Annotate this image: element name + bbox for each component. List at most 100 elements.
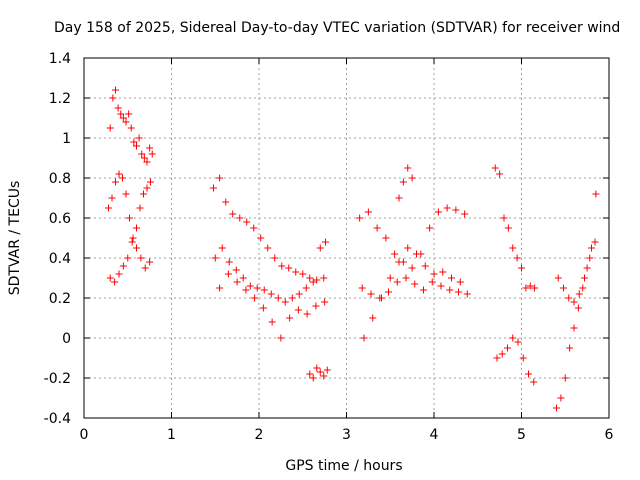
- data-point-11-0: [491, 164, 499, 172]
- data-point-4-16: [322, 238, 329, 246]
- data-point-12-6: [525, 370, 532, 378]
- data-point-8-12: [463, 290, 471, 298]
- data-point-5-2: [233, 278, 241, 286]
- x-tick-label: 2: [255, 427, 264, 443]
- data-point-9-11: [456, 278, 464, 286]
- data-point-2-3: [119, 262, 127, 270]
- data-point-9-3: [386, 274, 394, 282]
- data-point-8-7: [420, 286, 427, 294]
- data-point-14-1: [560, 284, 567, 292]
- data-point-3-0: [210, 184, 217, 192]
- data-point-0-0: [106, 124, 114, 132]
- data-point-13-9: [592, 190, 600, 198]
- data-point-6-5: [323, 366, 331, 374]
- data-point-2-7: [137, 254, 145, 262]
- data-point-0-2: [112, 86, 119, 94]
- data-point-11-8: [526, 282, 534, 290]
- data-point-14-6: [586, 254, 594, 262]
- data-point-8-10: [446, 286, 454, 294]
- data-point-4-13: [302, 284, 310, 292]
- x-axis-label: GPS time / hours: [285, 458, 402, 474]
- y-tick-label: 1.2: [49, 91, 71, 107]
- chart-title: Day 158 of 2025, Sidereal Day-to-day VTE…: [54, 20, 620, 36]
- data-point-11-7: [522, 284, 530, 292]
- data-point-1-1: [108, 194, 116, 202]
- data-point-9-4: [395, 258, 403, 266]
- data-point-8-9: [437, 282, 445, 290]
- data-point-0-12: [138, 150, 146, 158]
- data-point-9-2: [378, 294, 385, 302]
- data-point-2-2: [115, 270, 123, 278]
- data-point-3-4: [236, 214, 244, 222]
- data-point-1-4: [119, 174, 126, 182]
- data-point-3-8: [264, 244, 272, 252]
- data-point-0-4: [117, 110, 125, 118]
- data-point-8-5: [402, 274, 410, 282]
- data-point-8-8: [428, 278, 436, 286]
- data-point-10-1: [399, 178, 407, 186]
- data-point-0-1: [109, 94, 117, 102]
- data-point-11-3: [504, 224, 512, 232]
- data-point-12-7: [530, 378, 538, 386]
- data-point-3-6: [250, 224, 258, 232]
- data-point-5-7: [277, 334, 285, 342]
- data-point-4-5: [246, 282, 254, 290]
- data-point-3-14: [306, 274, 314, 282]
- data-point-1-9: [136, 204, 144, 212]
- gridlines: [84, 58, 609, 418]
- data-point-0-15: [146, 144, 154, 152]
- data-point-13-8: [588, 244, 595, 252]
- data-point-4-9: [274, 294, 282, 302]
- data-point-3-16: [320, 274, 328, 282]
- data-point-14-4: [575, 290, 583, 298]
- data-point-12-2: [504, 344, 511, 352]
- data-point-9-5: [404, 244, 412, 252]
- data-point-1-10: [140, 190, 147, 198]
- data-point-6-2: [313, 364, 321, 372]
- data-point-11-5: [513, 254, 521, 262]
- x-tick-label: 6: [605, 427, 614, 443]
- data-point-5-3: [242, 286, 250, 294]
- data-point-8-11: [455, 288, 462, 296]
- data-point-12-1: [498, 350, 506, 358]
- data-point-12-5: [519, 354, 527, 362]
- data-point-2-6: [133, 244, 140, 252]
- data-point-6-0: [306, 370, 314, 378]
- y-tick-label: 0.4: [49, 251, 71, 267]
- data-point-2-1: [111, 278, 119, 286]
- data-point-2-8: [141, 264, 149, 272]
- data-point-7-10: [443, 204, 451, 212]
- x-tick-label: 0: [80, 427, 89, 443]
- data-point-6-4: [320, 372, 328, 380]
- data-point-4-7: [260, 286, 268, 294]
- data-point-3-7: [257, 234, 265, 242]
- data-point-0-8: [127, 124, 135, 132]
- data-point-9-1: [369, 314, 377, 322]
- data-point-9-6: [413, 250, 420, 258]
- data-point-6-1: [309, 374, 317, 382]
- data-point-5-4: [251, 294, 259, 302]
- data-point-10-3: [408, 174, 416, 182]
- y-tick-label: 0.8: [49, 171, 71, 187]
- data-point-7-12: [461, 210, 469, 218]
- y-tick-label: 0.2: [49, 291, 71, 307]
- data-point-4-10: [281, 298, 289, 306]
- data-point-13-6: [579, 284, 587, 292]
- data-point-5-0: [216, 284, 224, 292]
- data-point-1-8: [133, 224, 140, 232]
- data-point-0-14: [143, 158, 151, 166]
- data-point-7-1: [364, 208, 372, 216]
- data-point-13-1: [557, 394, 565, 402]
- data-point-9-7: [421, 262, 429, 270]
- y-tick-label: -0.2: [44, 371, 71, 387]
- data-point-1-3: [115, 170, 123, 178]
- data-point-4-15: [316, 244, 324, 252]
- data-point-9-10: [448, 274, 455, 282]
- x-tick-label: 4: [430, 427, 439, 443]
- data-point-4-0: [211, 254, 219, 262]
- data-point-11-9: [531, 284, 539, 292]
- x-tick-label: 3: [342, 427, 351, 443]
- data-point-14-3: [570, 298, 578, 306]
- data-point-5-1: [224, 270, 232, 278]
